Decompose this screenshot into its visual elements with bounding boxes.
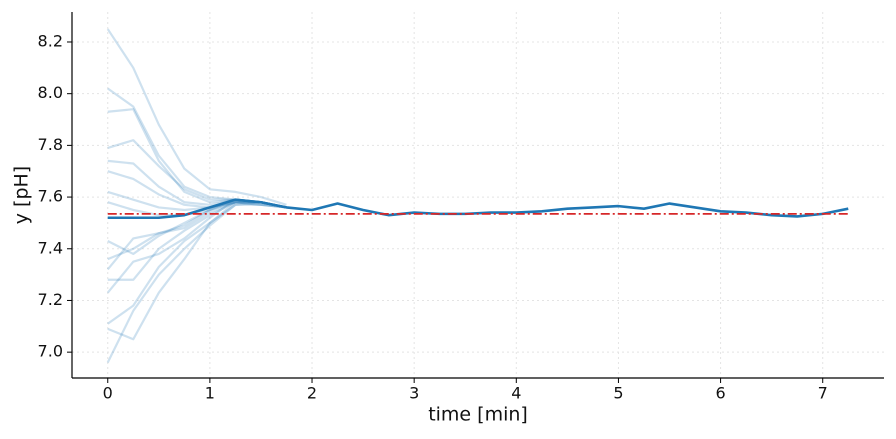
series-line	[107, 87, 287, 209]
x-tick-label: 1	[205, 384, 215, 403]
x-tick-label: 4	[511, 384, 521, 403]
series-line	[107, 201, 287, 281]
y-tick-label: 7.2	[38, 290, 63, 309]
lines	[106, 28, 849, 363]
grid	[72, 12, 884, 378]
series-line	[107, 170, 287, 209]
y-tick-label: 7.4	[38, 238, 63, 257]
y-tick-label: 7.6	[38, 187, 63, 206]
series-line	[106, 203, 287, 363]
x-tick-label: 5	[613, 384, 623, 403]
x-tick-label: 0	[103, 384, 113, 403]
y-tick-label: 7.8	[38, 135, 63, 154]
x-tick-label: 2	[307, 384, 317, 403]
x-tick-label: 6	[715, 384, 725, 403]
y-tick-label: 7.0	[38, 342, 63, 361]
x-axis-title: time [min]	[428, 404, 528, 426]
x-tick-label: 3	[409, 384, 419, 403]
y-tick-label: 8.2	[38, 31, 63, 50]
y-axis-title: y [pH]	[11, 166, 33, 224]
series-line	[106, 28, 287, 206]
y-tick-label: 8.0	[38, 83, 63, 102]
x-tick-label: 7	[818, 384, 828, 403]
